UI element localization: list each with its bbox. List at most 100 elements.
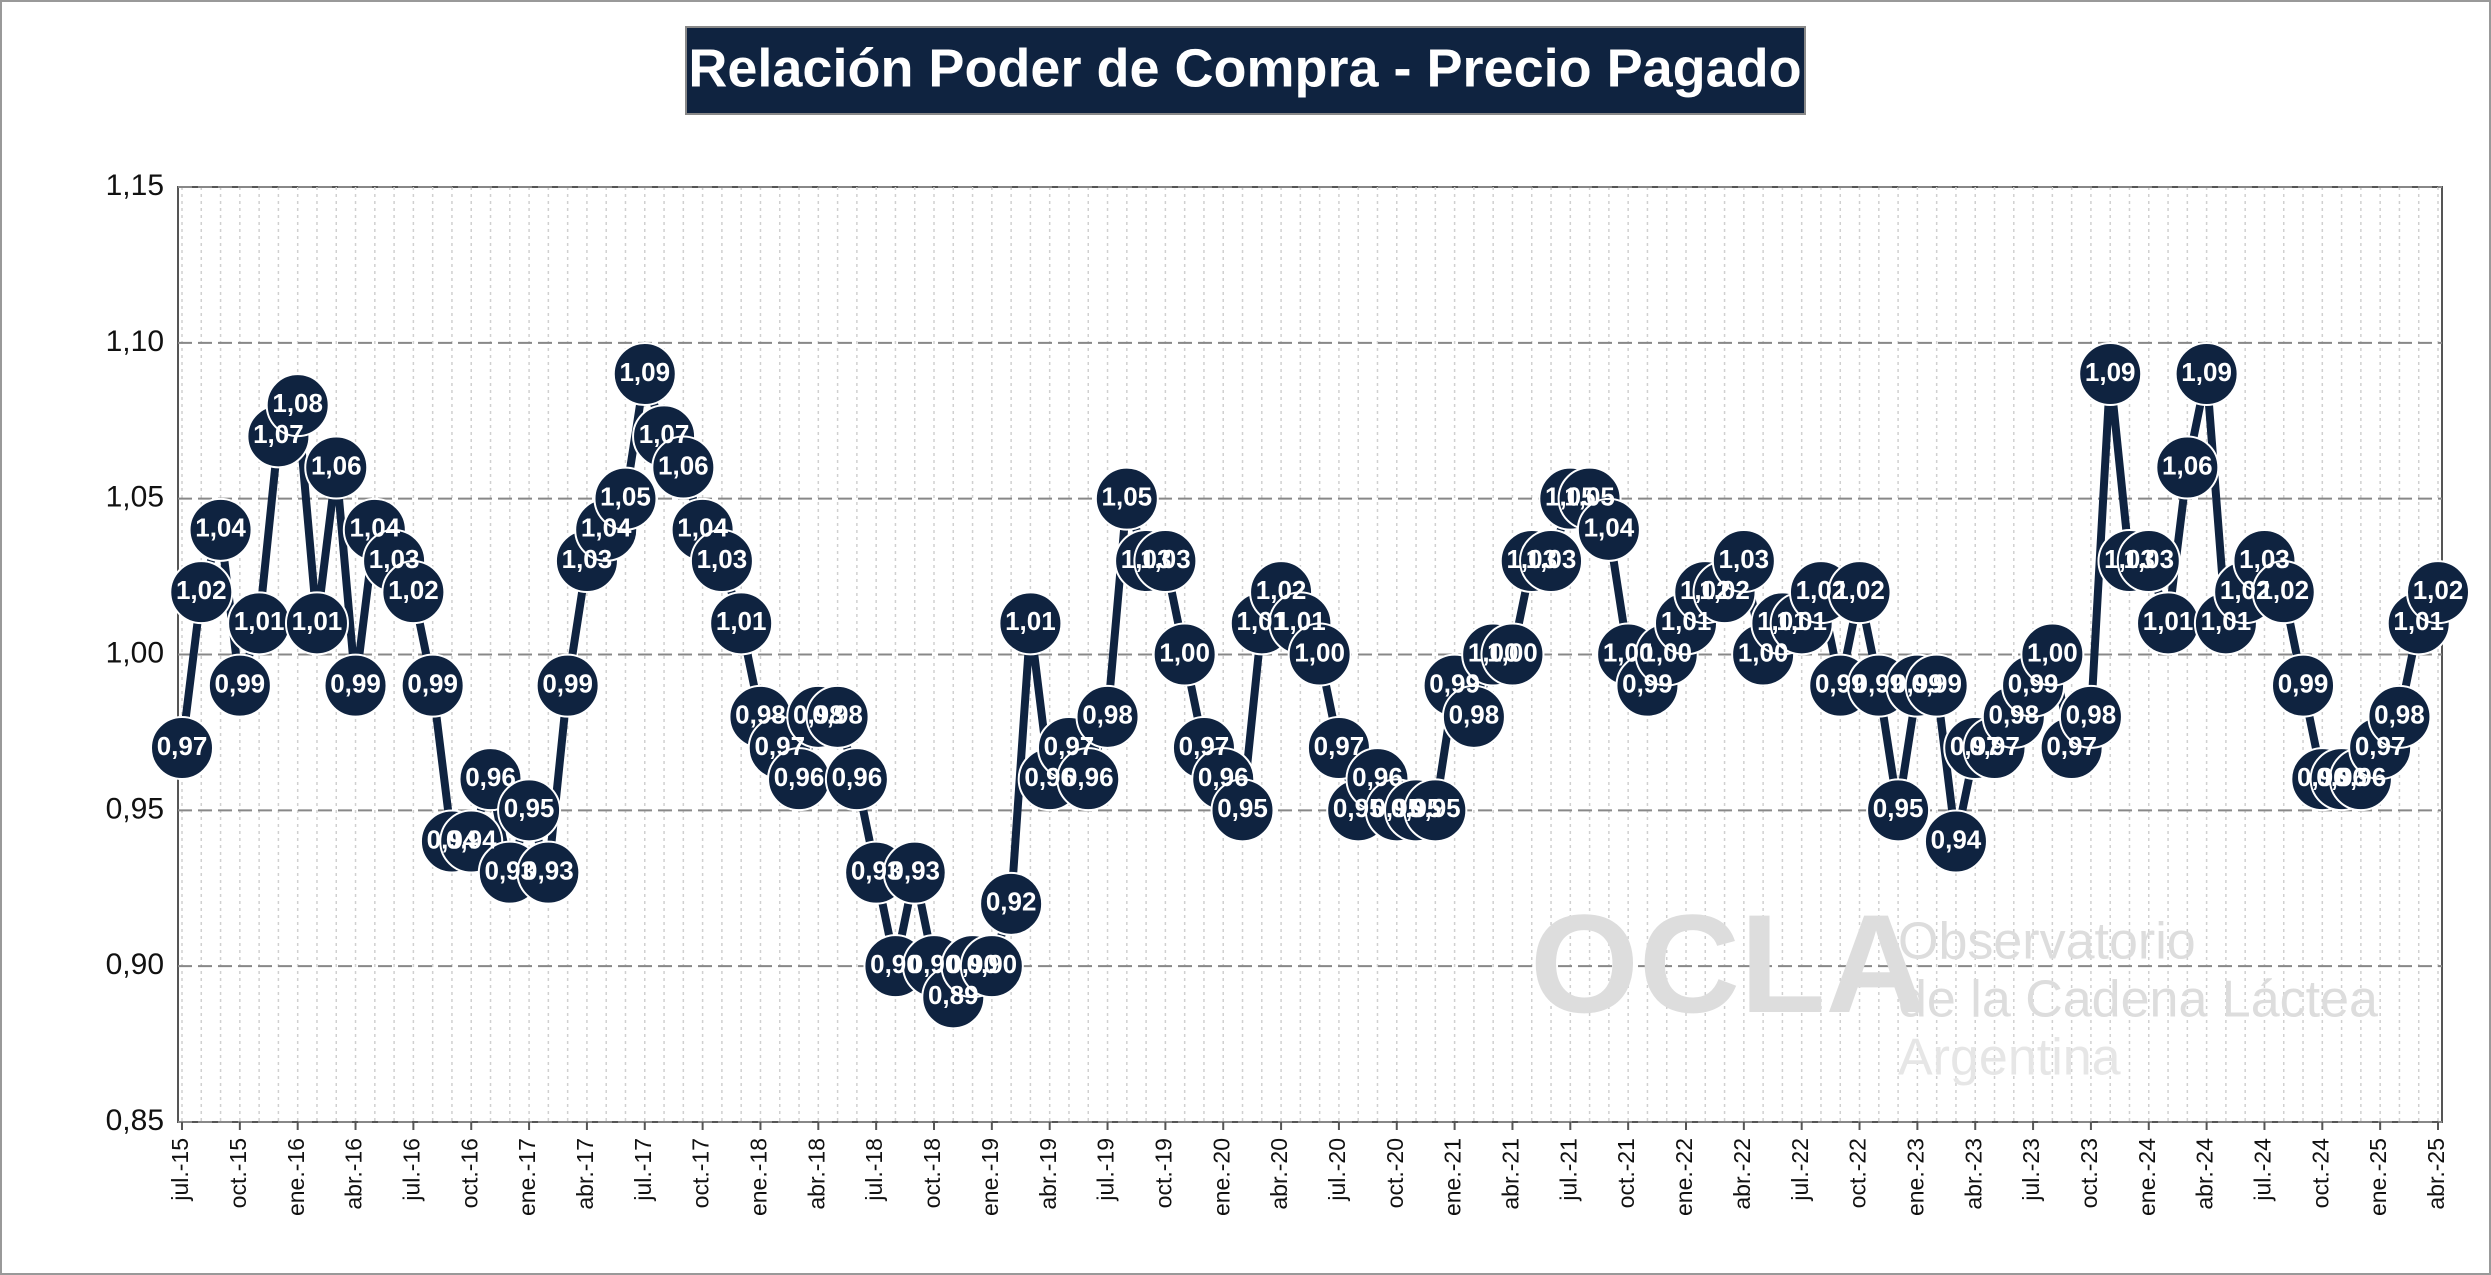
data-label: 1,04 — [1584, 513, 1635, 543]
data-label: 0,93 — [523, 856, 574, 886]
marker — [612, 342, 677, 406]
data-label: 0,96 — [1198, 762, 1249, 792]
marker — [979, 871, 1044, 936]
marker — [2174, 342, 2239, 406]
data-label: 0,98 — [1449, 700, 1500, 730]
x-tick-label: ene.-23 — [1902, 1138, 1928, 1216]
marker — [169, 560, 234, 625]
marker — [593, 466, 658, 531]
x-tick-label: ene.-18 — [746, 1138, 772, 1216]
data-label: 0,97 — [1969, 731, 2020, 761]
data-label: 1,01 — [1005, 606, 1056, 636]
x-tick-label: ene.-22 — [1671, 1138, 1697, 1216]
data-label: 0,98 — [1082, 700, 1133, 730]
data-label: 1,02 — [2220, 575, 2271, 605]
data-label: 1,00 — [1603, 637, 1654, 667]
data-label: 0,94 — [427, 824, 478, 854]
data-label: 0,97 — [754, 731, 805, 761]
data-label: 1,02 — [2258, 575, 2309, 605]
x-tick-label: ene.-21 — [1440, 1138, 1466, 1216]
marker — [1152, 622, 1217, 687]
marker — [1403, 778, 1468, 843]
data-label: 0,96 — [1063, 762, 1114, 792]
data-label: 1,02 — [1796, 575, 1847, 605]
marker — [882, 840, 947, 905]
data-label: 1,01 — [2201, 606, 2252, 636]
x-tick-label: ene.-19 — [977, 1138, 1003, 1216]
y-tick-label: 1,15 — [106, 169, 164, 202]
data-label: 0,98 — [735, 700, 786, 730]
data-label: 0,96 — [2297, 762, 2348, 792]
data-label: 0,98 — [2066, 700, 2117, 730]
marker — [1480, 622, 1545, 687]
data-label: 1,03 — [1506, 544, 1557, 574]
data-label: 1,03 — [1719, 544, 1770, 574]
marker — [1904, 653, 1969, 718]
data-label: 0,95 — [1333, 793, 1384, 823]
data-label: 1,03 — [2104, 544, 2155, 574]
data-label: 0,99 — [215, 669, 266, 699]
data-label: 0,94 — [446, 824, 497, 854]
marker — [1519, 529, 1584, 593]
data-label: 1,07 — [639, 419, 690, 449]
x-tick-label: oct.-16 — [456, 1138, 482, 1208]
data-label: 1,00 — [1487, 637, 1538, 667]
data-label: 0,90 — [947, 949, 998, 979]
data-label: 0,99 — [542, 669, 593, 699]
x-tick-label: ene.-24 — [2134, 1138, 2160, 1216]
data-label: 1,02 — [1699, 575, 1750, 605]
data-label: 1,07 — [253, 419, 304, 449]
data-label: 1,02 — [2413, 575, 2464, 605]
marker — [207, 653, 272, 718]
data-label: 0,99 — [1622, 669, 1673, 699]
y-tick-label: 1,10 — [106, 325, 164, 358]
data-label: 0,99 — [2008, 669, 2059, 699]
marker — [304, 435, 369, 500]
data-label: 0,96 — [465, 762, 516, 792]
data-label: 1,01 — [292, 606, 343, 636]
data-label: 0,96 — [1352, 762, 1403, 792]
x-tick-label: jul.-16 — [398, 1138, 424, 1202]
x-tick-label: jul.-21 — [1555, 1138, 1581, 1202]
marker — [497, 778, 562, 843]
data-label: 0,95 — [1371, 793, 1422, 823]
data-label: 0,90 — [870, 949, 921, 979]
x-tick-label: jul.-15 — [167, 1138, 193, 1202]
x-tick-label: abr.-17 — [572, 1138, 598, 1210]
marker — [150, 716, 214, 780]
marker — [323, 653, 388, 718]
data-label: 0,97 — [157, 731, 208, 761]
x-tick-label: abr.-18 — [803, 1138, 829, 1210]
data-label: 1,01 — [1661, 606, 1712, 636]
marker — [689, 529, 754, 593]
marker — [998, 591, 1063, 656]
data-label: 0,99 — [1911, 669, 1962, 699]
data-label: 1,02 — [176, 575, 227, 605]
marker — [1287, 622, 1352, 687]
data-label: 0,99 — [2278, 669, 2329, 699]
data-label: 1,03 — [562, 544, 613, 574]
x-tick-label: abr.-22 — [1729, 1138, 1755, 1210]
marker — [284, 591, 349, 656]
title-box — [685, 26, 1806, 115]
marker — [2367, 684, 2432, 749]
x-tick-label: abr.-25 — [2423, 1138, 2449, 1210]
data-label: 1,02 — [1256, 575, 1307, 605]
data-label: 0,90 — [967, 949, 1018, 979]
data-label: 1,04 — [581, 513, 632, 543]
x-tick-label: abr.-19 — [1035, 1138, 1061, 1210]
data-label: 1,00 — [1294, 637, 1345, 667]
x-tick-label: oct.-18 — [919, 1138, 945, 1208]
marker — [651, 435, 716, 500]
y-tick-label: 0,85 — [106, 1104, 164, 1137]
data-label: 1,04 — [350, 513, 401, 543]
data-label: 1,01 — [2143, 606, 2194, 636]
data-label: 1,02 — [1834, 575, 1885, 605]
marker — [1056, 747, 1121, 812]
marker — [265, 373, 330, 438]
y-tick-label: 1,05 — [106, 481, 164, 514]
watermark-text: Argentina — [1898, 1029, 2121, 1087]
y-tick-label: 1,00 — [106, 636, 164, 669]
marker — [1711, 529, 1776, 593]
